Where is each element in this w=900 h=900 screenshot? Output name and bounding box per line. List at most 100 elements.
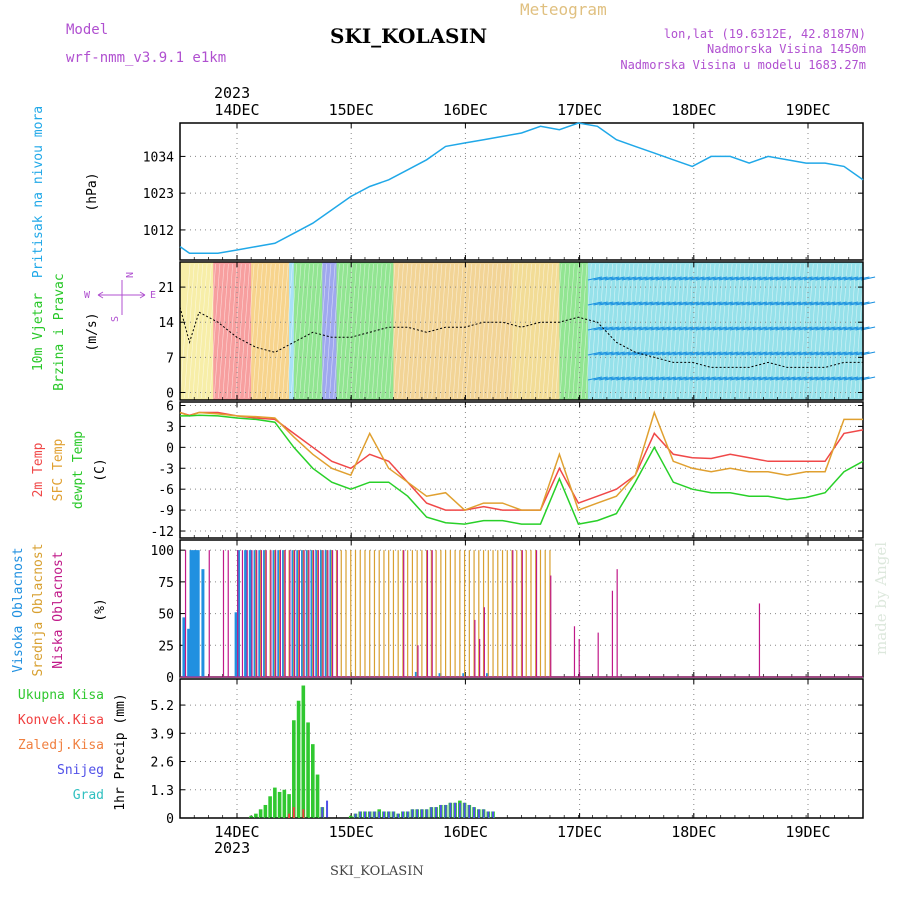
wind-band	[180, 262, 214, 400]
y-tick-label: 14	[158, 316, 174, 331]
panel-border	[179, 678, 864, 819]
wind-barb	[599, 351, 614, 356]
wind-barb-hatch	[226, 263, 238, 399]
day-label-bottom: 14DEC	[214, 823, 259, 841]
wind-barb	[701, 326, 716, 331]
wind-barb	[695, 326, 711, 331]
wind-barb	[826, 301, 842, 306]
wind-barb	[599, 326, 614, 331]
wind-barb-hatch	[414, 263, 426, 399]
wind-barb-hatch	[598, 263, 609, 399]
wind-barb	[673, 301, 688, 306]
wind-barb	[661, 351, 676, 356]
wind-barb-hatch	[636, 263, 648, 399]
wind-barb-hatch	[696, 263, 707, 399]
wind-barb	[695, 276, 711, 281]
wind-barb	[832, 326, 847, 331]
wind-barb	[633, 301, 648, 306]
cloud-bar-high	[310, 550, 314, 677]
wind-barb-hatch	[431, 263, 443, 399]
wind-barb-hatch	[303, 263, 315, 399]
wind-barb	[747, 376, 762, 381]
wind-barb	[616, 376, 631, 381]
wind-barb	[730, 351, 745, 356]
wind-barb-hatch	[260, 263, 272, 399]
cloud-bar-high	[194, 550, 198, 677]
wind-barb-hatch	[205, 263, 216, 399]
precip-legend: Ukupna Kisa Konvek.Kisa Zaledj.Kisa Snij…	[18, 688, 128, 811]
y-tick-label: 21	[158, 281, 174, 296]
wind-barb	[684, 301, 699, 306]
wind-barb	[724, 376, 739, 381]
cloud-bar-high	[319, 550, 323, 677]
wind-barb-hatch	[820, 263, 831, 399]
precip-bar-0	[301, 685, 306, 818]
wind-barb	[764, 376, 779, 381]
wind-barb-hatch	[785, 263, 797, 399]
wind-barb	[804, 351, 819, 356]
wind-barb	[826, 376, 842, 381]
cloud-bar-high	[182, 617, 186, 677]
wind-barb-hatch	[504, 263, 515, 399]
wind-barb	[815, 351, 830, 356]
wind-barb-hatch	[777, 263, 788, 399]
wind-barb	[758, 276, 773, 281]
wind-barb-hatch	[529, 263, 541, 399]
wind-barb-hatch	[807, 263, 818, 399]
precip-bar-0	[296, 700, 301, 818]
wind-barb	[775, 351, 790, 356]
wind-barb-hatch	[512, 263, 524, 399]
wind-barb	[724, 351, 739, 356]
chart-title: Meteogram	[520, 0, 607, 19]
wind-barb	[599, 376, 614, 381]
wind-barb-hatch	[218, 263, 229, 399]
day-label-top: 14DEC	[214, 101, 259, 119]
wind-barb	[701, 351, 716, 356]
wind-barb	[838, 351, 853, 356]
temperature-panel: -12 -9 -6 -3 0 3 6	[151, 399, 864, 540]
wind-barb	[769, 351, 785, 356]
wind-barb	[695, 301, 711, 306]
wind-barb-hatch	[580, 263, 592, 399]
wind-barb	[695, 376, 711, 381]
day-label-top: 18DEC	[671, 101, 716, 119]
wind-barb-hatch	[683, 263, 695, 399]
wind-barb	[849, 376, 864, 381]
model-value: wrf-nmm_v3.9.1 e1km	[66, 50, 226, 66]
wind-barb-hatch	[572, 263, 584, 399]
cloud-ylabel-1: Visoka Oblacnost	[11, 547, 26, 672]
wind-barb	[741, 376, 756, 381]
precip-bar-1	[292, 807, 295, 818]
wind-barb-hatch	[679, 263, 690, 399]
wind-barb-hatch	[610, 263, 622, 399]
wind-barb	[621, 326, 637, 331]
cloud-bar-high	[291, 550, 295, 677]
precip-bar-2	[392, 811, 395, 818]
wind-barb	[599, 301, 614, 306]
wind-barb	[735, 326, 750, 331]
wind-speed-line	[179, 307, 863, 368]
precip-bar-0	[263, 804, 268, 818]
wind-barb-hatch	[516, 263, 528, 399]
precip-bar-0	[306, 722, 310, 818]
wind-barb	[678, 276, 694, 281]
precip-bar-2	[321, 807, 324, 818]
model-elevation-label: Nadmorska Visina u modelu 1683.27m	[620, 58, 866, 72]
wind-barb	[718, 301, 733, 306]
wind-barb	[826, 351, 842, 356]
cloud-bar-high	[315, 550, 319, 677]
wind-barb	[644, 351, 659, 356]
wind-barb-hatch	[691, 263, 703, 399]
wind-barb-hatch	[273, 263, 285, 399]
year-label-top: 2023	[214, 84, 250, 102]
wind-barb	[787, 276, 802, 281]
y-tick-label: 1023	[143, 187, 174, 202]
wind-barb	[661, 326, 676, 331]
wind-barb	[798, 276, 813, 281]
cloud-bar-high	[329, 550, 333, 677]
day-label-bottom: 17DEC	[557, 823, 602, 841]
precip-bar-2	[368, 811, 371, 818]
wind-barb-hatch	[593, 263, 605, 399]
wind-barb	[741, 301, 756, 306]
wind-barb-hatch	[367, 263, 379, 399]
